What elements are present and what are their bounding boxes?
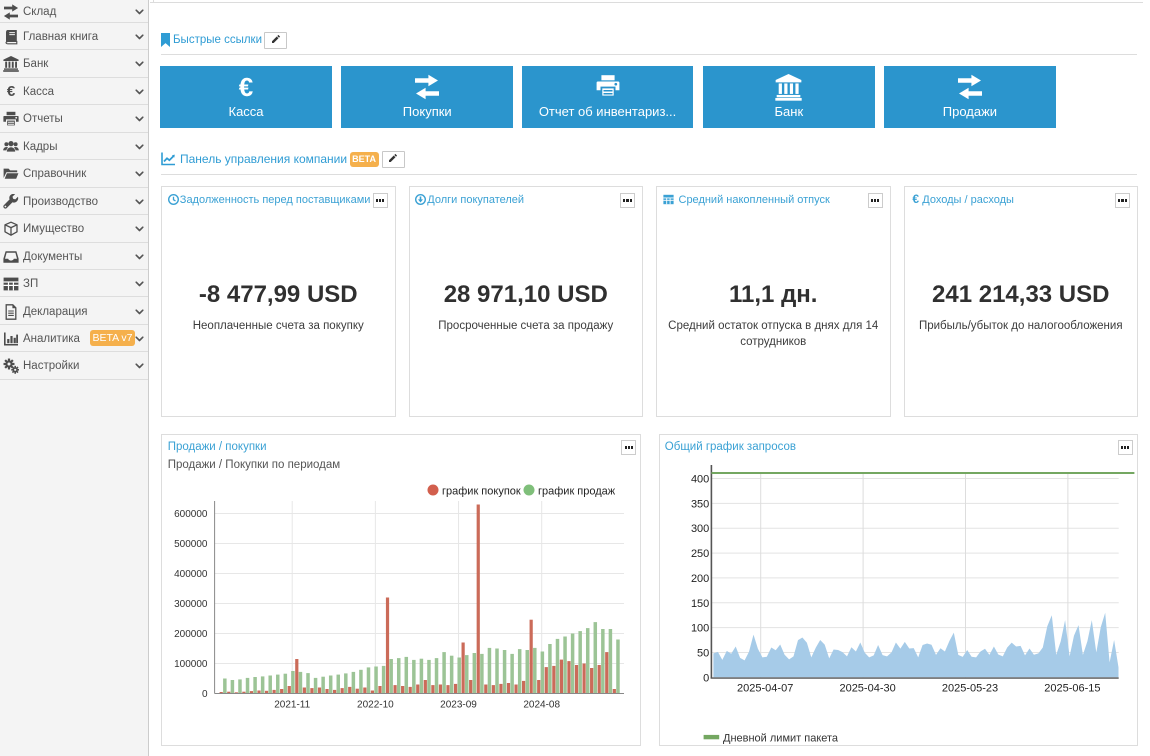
svg-text:Дневной лимит пакета: Дневной лимит пакета (723, 733, 839, 745)
svg-text:300000: 300000 (175, 599, 209, 610)
svg-text:600000: 600000 (175, 509, 209, 520)
svg-text:2021-11: 2021-11 (275, 700, 311, 711)
svg-text:2023-09: 2023-09 (441, 700, 478, 711)
svg-text:2024-08: 2024-08 (524, 700, 561, 711)
svg-text:график покупок: график покупок (442, 486, 521, 498)
svg-text:2025-04-30: 2025-04-30 (839, 683, 895, 695)
svg-text:250: 250 (691, 548, 709, 560)
svg-text:200: 200 (691, 573, 709, 585)
svg-text:2025-05-23: 2025-05-23 (941, 683, 997, 695)
svg-text:0: 0 (703, 672, 709, 684)
svg-text:0: 0 (202, 689, 208, 700)
svg-text:400: 400 (691, 474, 709, 486)
svg-text:2025-04-07: 2025-04-07 (737, 683, 793, 695)
svg-text:200000: 200000 (175, 629, 209, 640)
svg-text:400000: 400000 (175, 569, 209, 580)
svg-text:500000: 500000 (175, 539, 209, 550)
svg-text:150: 150 (691, 598, 709, 610)
svg-text:50: 50 (697, 648, 709, 660)
svg-text:график продаж: график продаж (538, 486, 616, 498)
svg-text:100000: 100000 (175, 659, 209, 670)
svg-text:2022-10: 2022-10 (357, 700, 394, 711)
svg-text:350: 350 (691, 498, 709, 510)
svg-text:100: 100 (691, 623, 709, 635)
svg-text:300: 300 (691, 523, 709, 535)
svg-text:2025-06-15: 2025-06-15 (1044, 683, 1100, 695)
